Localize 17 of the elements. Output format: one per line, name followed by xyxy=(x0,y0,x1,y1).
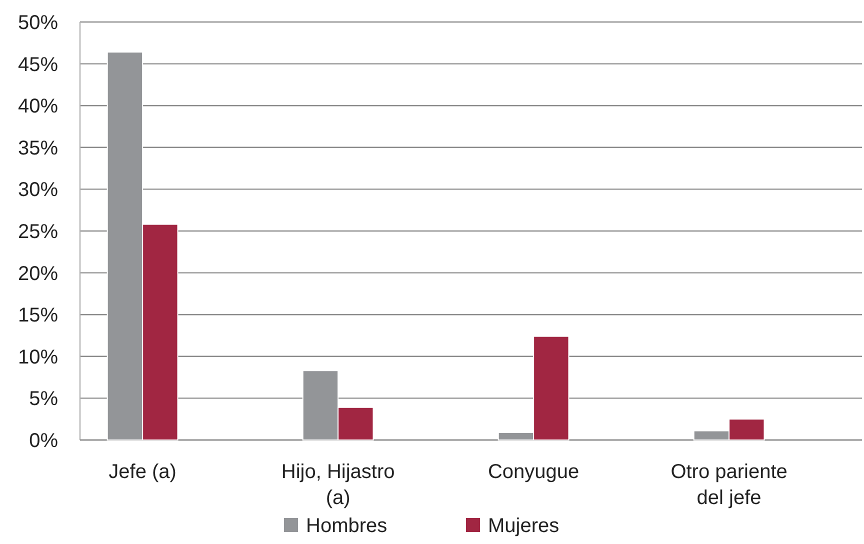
y-tick-label: 20% xyxy=(18,262,58,285)
y-tick-label: 35% xyxy=(18,137,58,160)
y-tick-label: 0% xyxy=(29,430,58,452)
x-tick-label: Otro pariente del jefe xyxy=(670,461,788,509)
x-tick-label: Hijo, Hijastro (a) xyxy=(281,461,395,509)
x-tick-label: Conyugue xyxy=(488,461,580,483)
y-tick-label: 30% xyxy=(18,179,58,202)
y-tick-label: 10% xyxy=(18,346,58,368)
y-tick-label: 45% xyxy=(18,54,58,76)
y-tick-label: 25% xyxy=(18,221,58,243)
legend-label: Hombres xyxy=(306,515,388,537)
y-tick-label: 40% xyxy=(18,96,58,118)
x-tick-label: Jefe (a) xyxy=(108,461,176,483)
y-tick-label: 50% xyxy=(18,12,58,34)
y-tick-label: 15% xyxy=(18,304,58,327)
legend-label: Mujeres xyxy=(488,515,560,537)
y-tick-label: 5% xyxy=(29,388,58,410)
